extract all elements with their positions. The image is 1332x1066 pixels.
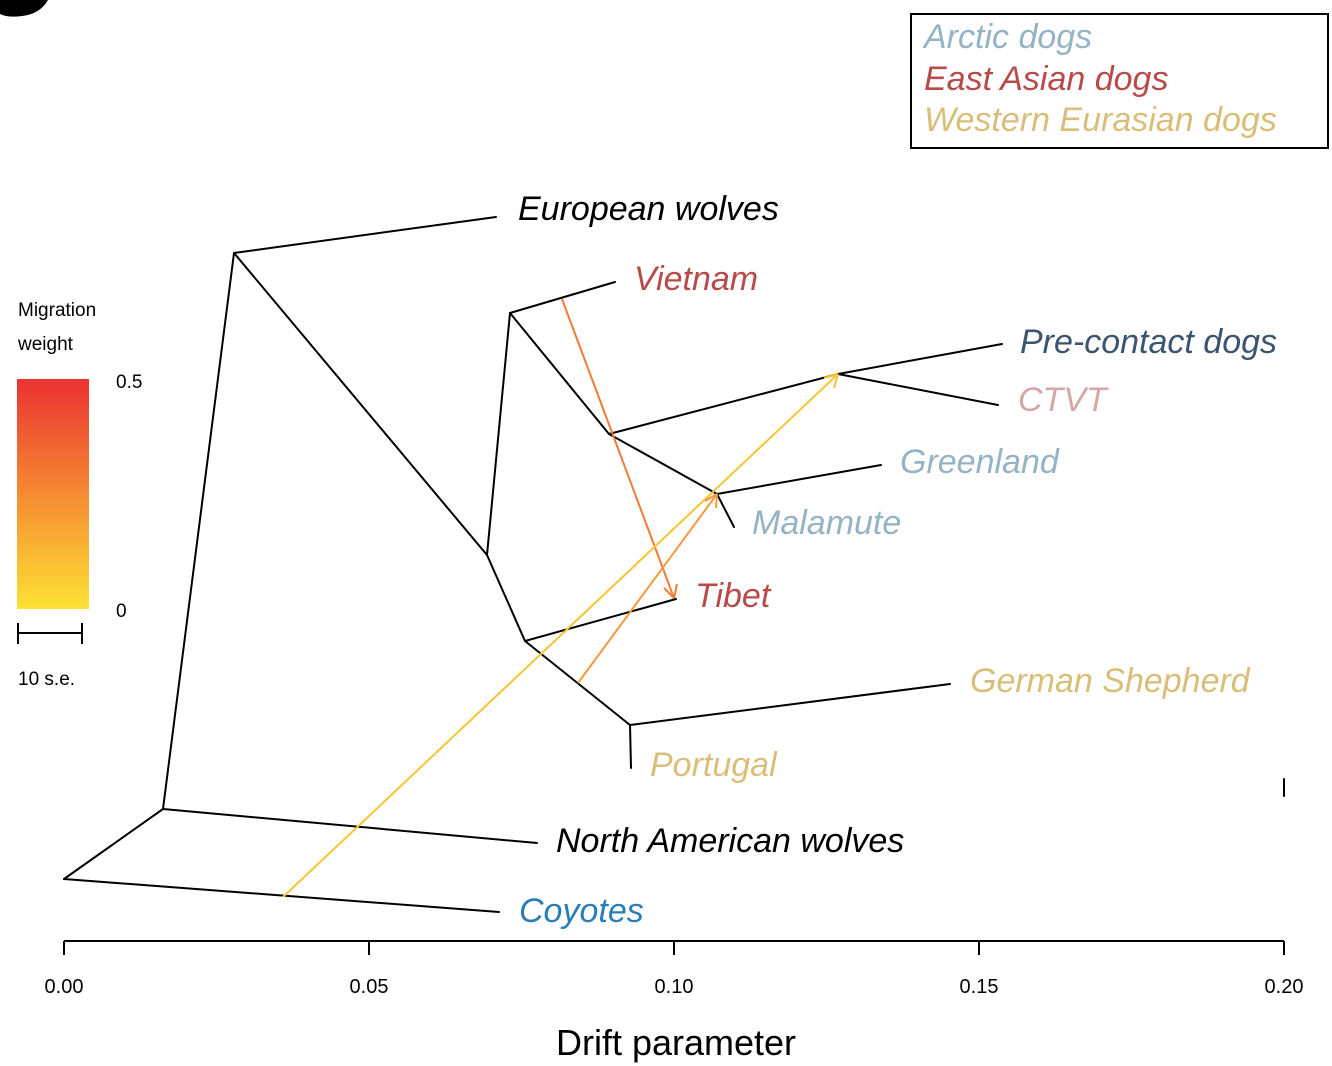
migration-scale-title-line2: weight — [17, 334, 74, 355]
x-tick-label: 0.15 — [960, 976, 999, 998]
legend-item-western-eurasian-dogs: Western Eurasian dogs — [924, 101, 1277, 139]
branch — [486, 554, 526, 642]
tip-label-coyotes: Coyotes — [519, 892, 644, 930]
branch — [63, 878, 500, 913]
migration-color-bar — [17, 379, 89, 609]
branch — [837, 343, 1003, 375]
migration-weight-scale: Migration weight 0.5 0 10 s.e. — [17, 300, 142, 690]
tip-label-european-wolves: European wolves — [518, 190, 779, 228]
tip-label-north-american-wolves: North American wolves — [556, 822, 904, 860]
tip-label-german-shepherd: German Shepherd — [970, 662, 1251, 700]
branch — [486, 312, 511, 556]
x-tick-label: 0.20 — [1265, 976, 1304, 998]
migration-scale-title-line1: Migration — [18, 300, 96, 321]
branch — [837, 373, 999, 406]
migration-edges — [282, 298, 839, 898]
tree-branches — [63, 216, 1285, 913]
branch — [716, 493, 735, 528]
migration-scale-min-label: 0 — [116, 601, 127, 622]
legend: Arctic dogs East Asian dogs Western Eura… — [910, 13, 1329, 149]
branch — [233, 216, 497, 254]
tip-label-ctvt: CTVT — [1018, 381, 1109, 419]
branch — [162, 808, 538, 844]
migration-arrow-coyotes-to-precontact — [282, 373, 839, 898]
x-axis-ticks: 0.00 0.05 0.10 0.15 0.20 — [45, 941, 1304, 998]
branch — [509, 312, 610, 435]
panel-letter-fragment — [0, 0, 48, 17]
branch — [63, 808, 164, 880]
tip-label-pre-contact-dogs: Pre-contact dogs — [1020, 323, 1277, 361]
x-axis: 0.00 0.05 0.10 0.15 0.20 Drift parameter — [45, 940, 1304, 1063]
tip-label-greenland: Greenland — [900, 443, 1060, 481]
tip-label-vietnam: Vietnam — [634, 260, 758, 298]
standard-error-scale-bar — [17, 623, 83, 644]
standard-error-label: 10 s.e. — [18, 669, 75, 690]
branch — [608, 373, 839, 435]
tip-labels: European wolves Vietnam Pre-contact dogs… — [518, 190, 1277, 930]
branch — [608, 433, 718, 495]
legend-item-arctic-dogs: Arctic dogs — [922, 18, 1092, 56]
branch — [509, 281, 616, 314]
migration-arrow-shepherd-to-arctic — [577, 493, 718, 684]
legend-item-east-asian-dogs: East Asian dogs — [924, 60, 1168, 98]
branch — [524, 640, 631, 726]
branch — [162, 252, 235, 810]
x-tick-label: 0.10 — [655, 976, 694, 998]
x-tick-label: 0.05 — [350, 976, 389, 998]
branch — [629, 724, 632, 769]
branch — [716, 464, 882, 495]
x-axis-title: Drift parameter — [556, 1022, 796, 1063]
tip-label-malamute: Malamute — [752, 504, 901, 542]
branch — [233, 252, 488, 556]
tip-label-portugal: Portugal — [650, 746, 778, 784]
branch — [629, 683, 951, 726]
tip-label-tibet: Tibet — [695, 577, 772, 615]
migration-scale-max-label: 0.5 — [116, 372, 142, 393]
migration-arrow-vietnam-to-tibet — [561, 298, 678, 599]
branch — [524, 598, 677, 642]
legend-box — [910, 13, 1329, 149]
x-tick-label: 0.00 — [45, 976, 84, 998]
